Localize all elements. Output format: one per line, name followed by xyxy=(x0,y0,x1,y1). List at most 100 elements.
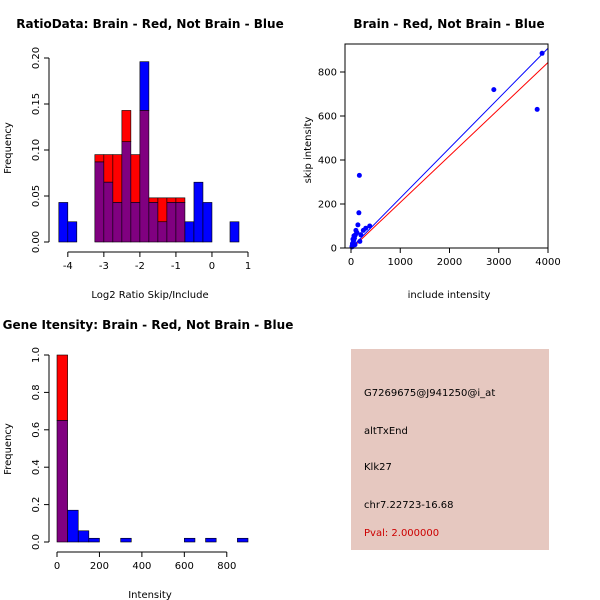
intensity-x-tick-label: 800 xyxy=(217,561,236,572)
intensity-bar-overlap xyxy=(56,420,68,543)
scatter-point xyxy=(357,238,363,244)
intensity-scatter-title: Brain - Red, Not Brain - Blue xyxy=(353,17,544,31)
ratio-bar-overlap xyxy=(112,202,123,243)
scatter-y-tick-label: 800 xyxy=(318,68,337,79)
intensity-y-tick-label: 0.8 xyxy=(31,384,42,400)
ratio-bar-overlap xyxy=(121,141,132,243)
scatter-point xyxy=(363,225,369,231)
ratio-bar-brain xyxy=(94,154,105,163)
ratio-bar-notbrain xyxy=(67,221,78,243)
intensity-bar-brain xyxy=(56,354,68,421)
gene-intensity-bars xyxy=(56,354,249,543)
gene-intensity-xlabel: Intensity xyxy=(128,590,172,600)
intensity-bar-notbrain xyxy=(120,537,132,543)
gene-intensity-axes: 0 200 400 600 800 0.0 0.2 0.4 0.6 0.8 1.0 xyxy=(31,347,236,572)
scatter-y-tick-label: 0 xyxy=(331,244,337,255)
scatter-point xyxy=(352,242,358,248)
ratio-bar-overlap xyxy=(94,161,105,243)
ratio-x-tick-label: -3 xyxy=(99,261,109,272)
scatter-xlabel: include intensity xyxy=(408,290,491,301)
scatter-y-tick-label: 600 xyxy=(318,112,337,123)
scatter-point xyxy=(356,210,362,216)
ratio-y-tick-label: 0.10 xyxy=(31,139,42,161)
scatter-axes: 0 1000 2000 3000 4000 0 200 400 600 800 xyxy=(318,43,561,268)
ratio-bar-brain xyxy=(166,197,177,203)
ratio-bar-brain xyxy=(121,110,132,143)
scatter-x-tick-label: 1000 xyxy=(388,257,413,268)
scatter-point xyxy=(350,236,356,242)
ratio-bar-overlap xyxy=(157,221,168,243)
ratio-x-tick-label: -1 xyxy=(171,261,181,272)
intensity-y-tick-label: 0.0 xyxy=(31,534,42,550)
intensity-x-tick-label: 400 xyxy=(132,561,151,572)
scatter-points xyxy=(349,50,545,250)
event-type-text: altTxEnd xyxy=(364,426,408,437)
scatter-y-tick-label: 400 xyxy=(318,156,337,167)
ratio-bar-notbrain xyxy=(229,221,240,243)
gene-name-text: Klk27 xyxy=(364,462,392,473)
ratio-histogram-bars xyxy=(58,61,240,243)
ratio-bar-notbrain xyxy=(139,61,150,111)
ratio-bar-notbrain xyxy=(184,221,195,243)
ratio-x-tick-label: -2 xyxy=(135,261,145,272)
gene-intensity-ylabel: Frequency xyxy=(3,423,14,475)
ratio-bar-brain xyxy=(148,197,159,203)
scatter-ylabel: skip intensity xyxy=(303,117,314,184)
scatter-point xyxy=(491,87,497,93)
ratio-bar-overlap xyxy=(139,110,150,243)
intensity-bar-notbrain xyxy=(67,509,79,543)
scatter-y-tick-label: 200 xyxy=(318,200,337,211)
intensity-x-tick-label: 200 xyxy=(90,561,109,572)
ratio-histogram-xlabel: Log2 Ratio Skip/Include xyxy=(91,290,208,301)
ratio-bar-brain xyxy=(112,154,123,203)
intensity-y-tick-label: 0.4 xyxy=(31,459,42,475)
intensity-y-tick-label: 0.6 xyxy=(31,422,42,438)
ratio-x-tick-label: -4 xyxy=(63,261,73,272)
ratio-bar-brain xyxy=(103,154,114,183)
scatter-x-tick-label: 3000 xyxy=(486,257,511,268)
scatter-fit-lines xyxy=(350,47,549,250)
ratio-histogram-axes: -4 -3 -2 -1 0 1 0.00 0.05 0.10 0.15 0.20 xyxy=(31,47,251,272)
probe-id-text: G7269675@J941250@i_at xyxy=(364,388,495,399)
scatter-red-fit xyxy=(350,62,549,250)
scatter-point xyxy=(534,106,540,112)
ratio-bar-overlap xyxy=(103,181,114,243)
gene-intensity-panel: Gene Itensity: Brain - Red, Not Brain - … xyxy=(3,318,294,600)
ratio-bar-notbrain xyxy=(202,202,213,243)
ratio-bar-brain xyxy=(130,154,141,203)
info-panel: G7269675@J941250@i_at altTxEnd Klk27 chr… xyxy=(351,349,549,550)
scatter-point xyxy=(539,50,545,56)
intensity-scatter-panel: Brain - Red, Not Brain - Blue 0 1000 2000 3… xyxy=(303,17,561,301)
ratio-histogram-panel: RatioData: Brain - Red, Not Brain - Blue… xyxy=(3,17,284,301)
scatter-blue-fit xyxy=(350,47,549,249)
scatter-frame xyxy=(344,43,549,249)
location-text: chr7.22723-16.68 xyxy=(364,500,454,511)
scatter-point xyxy=(356,172,362,178)
scatter-point xyxy=(358,232,364,238)
intensity-x-tick-label: 0 xyxy=(54,561,60,572)
pval-text: Pval: 2.000000 xyxy=(364,528,439,539)
ratio-x-tick-label: 1 xyxy=(245,261,251,272)
intensity-bar-notbrain xyxy=(237,537,249,543)
ratio-bar-brain xyxy=(175,197,186,203)
ratio-histogram-title: RatioData: Brain - Red, Not Brain - Blue xyxy=(16,17,283,31)
scatter-x-tick-label: 4000 xyxy=(535,257,560,268)
info-panel-background xyxy=(351,349,549,550)
scatter-x-tick-label: 2000 xyxy=(437,257,462,268)
intensity-bar-notbrain xyxy=(88,537,100,543)
intensity-bar-notbrain xyxy=(184,537,196,543)
ratio-bar-notbrain xyxy=(193,181,204,243)
ratio-bar-overlap xyxy=(148,202,159,243)
scatter-point xyxy=(367,223,373,229)
ratio-bar-notbrain xyxy=(58,202,69,243)
ratio-histogram-ylabel: Frequency xyxy=(3,122,14,174)
ratio-y-tick-label: 0.00 xyxy=(31,231,42,253)
intensity-bar-notbrain xyxy=(205,537,217,543)
scatter-point xyxy=(354,230,360,236)
ratio-y-tick-label: 0.20 xyxy=(31,47,42,69)
ratio-x-tick-label: 0 xyxy=(209,261,215,272)
ratio-y-tick-label: 0.15 xyxy=(31,93,42,115)
ratio-bar-brain xyxy=(157,197,168,223)
ratio-y-tick-label: 0.05 xyxy=(31,185,42,207)
